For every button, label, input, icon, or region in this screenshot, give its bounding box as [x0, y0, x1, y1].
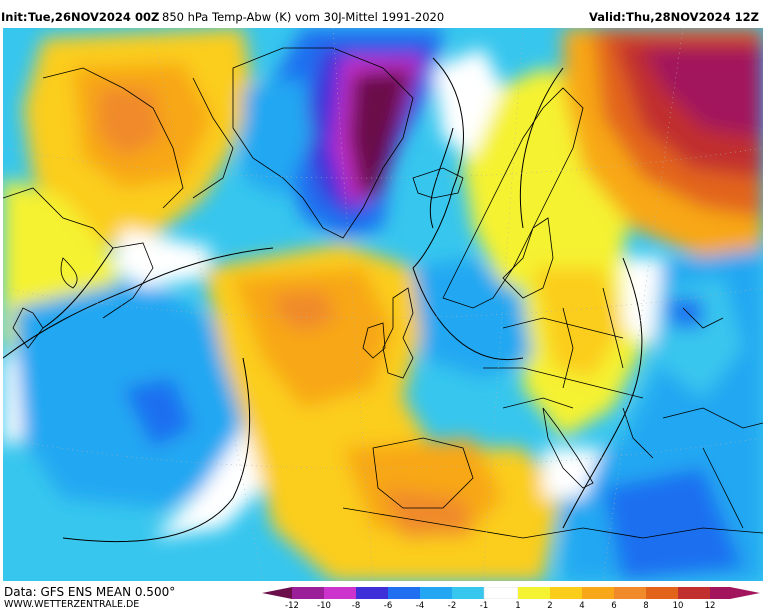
colorbar-tick: -2	[447, 601, 457, 611]
colorbar-tick: -12	[285, 601, 299, 611]
temperature-anomaly-map	[3, 28, 763, 581]
colorbar-segment	[483, 587, 519, 599]
colorbar-tick: 6	[611, 601, 617, 611]
colorbar-segment	[582, 587, 614, 599]
map-title: 850 hPa Temp-Abw (K) vom 30J-Mittel 1991…	[162, 10, 445, 24]
colorbar-segment	[292, 587, 324, 599]
colorbar-tick: 12	[704, 601, 716, 611]
colorbar-tick: -6	[383, 601, 393, 611]
colorbar-segment	[452, 587, 484, 599]
colorbar-segment	[518, 587, 550, 599]
colorbar-tick: -8	[351, 601, 361, 611]
colorbar-segment	[614, 587, 646, 599]
colorbar-right-arrow	[730, 587, 760, 599]
colorbar-tick: 2	[547, 601, 553, 611]
colorbar-left-arrow	[262, 587, 292, 599]
map-header: Init: Tue,26NOV2024 00Z 850 hPa Temp-Abw…	[0, 0, 769, 28]
colorbar-segment	[550, 587, 582, 599]
colorbar-tick: 10	[672, 601, 684, 611]
data-source-label: Data: GFS ENS MEAN 0.500°	[4, 585, 176, 599]
colorbar-tick: 8	[643, 601, 649, 611]
valid-value: Thu,28NOV2024 12Z	[626, 10, 759, 24]
colorbar-tick: 4	[579, 601, 585, 611]
colorbar-segment	[678, 587, 710, 599]
colorbar-segment	[646, 587, 678, 599]
colorbar-tick: -1	[479, 601, 489, 611]
init-value: Tue,26NOV2024 00Z	[28, 10, 160, 24]
color-scale-bar	[262, 587, 760, 599]
colorbar-segment	[324, 587, 356, 599]
colorbar-segment	[710, 587, 730, 599]
colorbar-segment	[356, 587, 388, 599]
website-label: WWW.WETTERZENTRALE.DE	[4, 599, 140, 610]
colorbar-tick: -10	[317, 601, 331, 611]
colorbar-tick: -4	[415, 601, 425, 611]
init-label: Init:	[1, 10, 28, 24]
colorbar-segment	[420, 587, 452, 599]
valid-label: Valid:	[589, 10, 626, 24]
colorbar-segment	[388, 587, 420, 599]
colorbar-tick: 1	[515, 601, 521, 611]
